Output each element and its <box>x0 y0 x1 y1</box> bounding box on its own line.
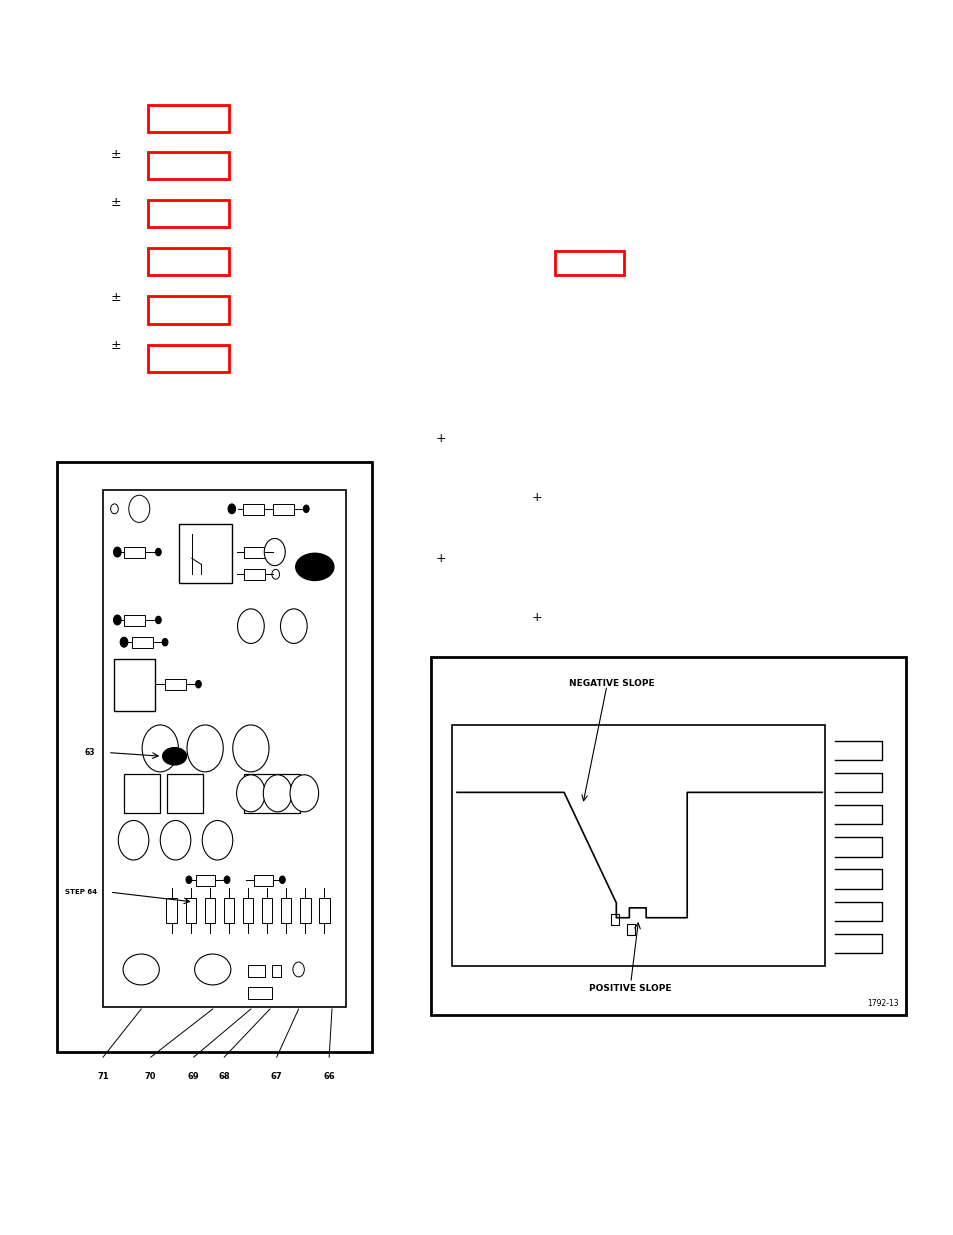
Text: 66: 66 <box>323 1072 335 1081</box>
Text: ±: ± <box>111 291 122 304</box>
Text: +: + <box>435 432 446 445</box>
Circle shape <box>236 774 265 811</box>
FancyBboxPatch shape <box>179 524 232 583</box>
Ellipse shape <box>295 553 334 580</box>
Circle shape <box>118 820 149 860</box>
Circle shape <box>293 962 304 977</box>
FancyBboxPatch shape <box>124 773 160 813</box>
FancyBboxPatch shape <box>610 914 618 925</box>
Ellipse shape <box>162 747 186 764</box>
Text: STEP 64: STEP 64 <box>65 889 97 895</box>
Circle shape <box>202 820 233 860</box>
Ellipse shape <box>123 953 159 986</box>
Text: 67: 67 <box>271 1072 282 1081</box>
FancyBboxPatch shape <box>148 345 229 372</box>
FancyBboxPatch shape <box>248 987 272 999</box>
Text: 71: 71 <box>97 1072 109 1081</box>
FancyBboxPatch shape <box>452 725 824 966</box>
FancyBboxPatch shape <box>555 251 623 275</box>
FancyBboxPatch shape <box>185 898 196 923</box>
Circle shape <box>264 538 285 566</box>
FancyBboxPatch shape <box>244 773 299 813</box>
FancyBboxPatch shape <box>273 504 294 515</box>
FancyBboxPatch shape <box>195 874 214 885</box>
FancyBboxPatch shape <box>243 504 264 515</box>
Text: 70: 70 <box>145 1072 156 1081</box>
Circle shape <box>272 569 279 579</box>
Text: NEGATIVE SLOPE: NEGATIVE SLOPE <box>568 679 654 688</box>
FancyBboxPatch shape <box>114 659 154 711</box>
FancyBboxPatch shape <box>167 773 203 813</box>
Circle shape <box>290 774 318 811</box>
FancyBboxPatch shape <box>253 874 273 885</box>
Text: +: + <box>531 611 542 624</box>
Circle shape <box>280 609 307 643</box>
Circle shape <box>120 637 128 647</box>
Text: 1792-13: 1792-13 <box>866 999 898 1008</box>
Circle shape <box>186 876 192 883</box>
FancyBboxPatch shape <box>124 547 145 558</box>
Circle shape <box>303 505 309 513</box>
Text: +: + <box>435 552 446 564</box>
Circle shape <box>228 504 235 514</box>
Circle shape <box>142 725 178 772</box>
Circle shape <box>162 638 168 646</box>
FancyBboxPatch shape <box>148 296 229 324</box>
Circle shape <box>233 725 269 772</box>
Text: 63: 63 <box>85 748 95 757</box>
Text: ±: ± <box>111 148 122 161</box>
Circle shape <box>224 876 230 883</box>
FancyBboxPatch shape <box>223 898 233 923</box>
Text: 69: 69 <box>188 1072 199 1081</box>
Text: 68: 68 <box>218 1072 230 1081</box>
Circle shape <box>113 547 121 557</box>
FancyBboxPatch shape <box>148 105 229 132</box>
Circle shape <box>237 609 264 643</box>
Circle shape <box>111 504 118 514</box>
FancyBboxPatch shape <box>166 898 177 923</box>
Circle shape <box>187 725 223 772</box>
FancyBboxPatch shape <box>318 898 329 923</box>
Ellipse shape <box>194 953 231 986</box>
Text: POSITIVE SLOPE: POSITIVE SLOPE <box>589 984 671 993</box>
Text: ±: ± <box>111 340 122 352</box>
Circle shape <box>160 820 191 860</box>
FancyBboxPatch shape <box>272 965 281 977</box>
FancyBboxPatch shape <box>124 615 145 626</box>
Circle shape <box>155 616 161 624</box>
FancyBboxPatch shape <box>280 898 291 923</box>
Circle shape <box>129 495 150 522</box>
Circle shape <box>279 876 285 883</box>
Circle shape <box>263 774 292 811</box>
FancyBboxPatch shape <box>261 898 273 923</box>
FancyBboxPatch shape <box>103 490 346 1007</box>
FancyBboxPatch shape <box>204 898 215 923</box>
FancyBboxPatch shape <box>248 965 265 977</box>
Circle shape <box>155 548 161 556</box>
FancyBboxPatch shape <box>57 462 372 1052</box>
FancyBboxPatch shape <box>148 152 229 179</box>
FancyBboxPatch shape <box>148 200 229 227</box>
Circle shape <box>195 680 201 688</box>
FancyBboxPatch shape <box>431 657 905 1015</box>
FancyBboxPatch shape <box>244 547 265 558</box>
FancyBboxPatch shape <box>626 924 635 935</box>
FancyBboxPatch shape <box>148 248 229 275</box>
FancyBboxPatch shape <box>132 637 152 648</box>
Circle shape <box>113 615 121 625</box>
FancyBboxPatch shape <box>242 898 253 923</box>
Text: ±: ± <box>111 196 122 209</box>
Text: +: + <box>531 492 542 504</box>
FancyBboxPatch shape <box>244 569 265 580</box>
FancyBboxPatch shape <box>299 898 311 923</box>
FancyBboxPatch shape <box>165 679 186 690</box>
